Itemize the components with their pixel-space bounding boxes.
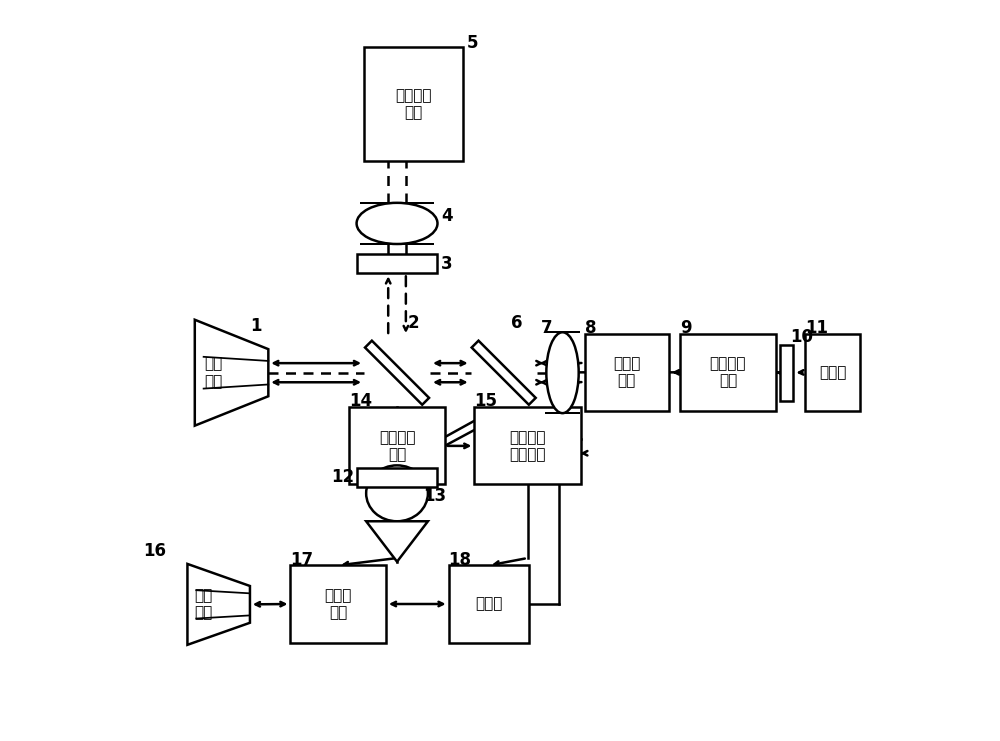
Bar [357,468,437,487]
Ellipse shape [366,465,428,521]
Text: 光学
天线: 光学 天线 [204,356,222,389]
Text: 13: 13 [423,487,446,505]
Text: 3: 3 [441,255,453,273]
Bar [805,333,860,411]
Bar [290,565,386,642]
Bar [364,47,463,161]
Bar [449,565,529,642]
Text: 2: 2 [408,313,420,332]
Text: 光放大
模块: 光放大 模块 [613,356,641,388]
Bar [365,341,429,405]
Ellipse shape [357,203,437,244]
Text: 1: 1 [250,317,261,336]
Ellipse shape [546,332,579,413]
Text: 电光调制
模块: 电光调制 模块 [710,356,746,388]
Bar [357,254,437,273]
Text: 微波
天线: 微波 天线 [194,588,213,620]
Text: 5: 5 [467,34,478,52]
Text: 11: 11 [805,319,828,337]
Bar [780,345,793,401]
Text: 10: 10 [791,328,814,346]
Bar [472,341,536,405]
Text: 16: 16 [143,542,166,559]
Text: 8: 8 [585,319,596,337]
Text: 微波调制
解调模块: 微波调制 解调模块 [509,430,546,462]
Text: 6: 6 [511,313,523,332]
Text: 多工器: 多工器 [475,597,503,611]
Polygon shape [195,320,268,425]
Text: 12: 12 [331,468,354,486]
Text: 9: 9 [680,319,692,337]
Bar [585,333,669,411]
Bar [680,333,776,411]
Text: 7: 7 [540,319,552,337]
Polygon shape [187,564,250,645]
Text: 18: 18 [449,551,472,568]
Text: 激光器: 激光器 [819,365,846,380]
Text: 量子通信
模块: 量子通信 模块 [395,87,432,120]
Text: 4: 4 [441,207,453,225]
Text: 17: 17 [290,551,314,568]
Bar [474,408,581,485]
Text: 激光接收
模块: 激光接收 模块 [379,430,415,462]
Text: 15: 15 [474,393,497,411]
Text: 电放大
模块: 电放大 模块 [325,588,352,620]
Text: 14: 14 [349,393,372,411]
Polygon shape [366,521,428,562]
Bar [349,408,445,485]
